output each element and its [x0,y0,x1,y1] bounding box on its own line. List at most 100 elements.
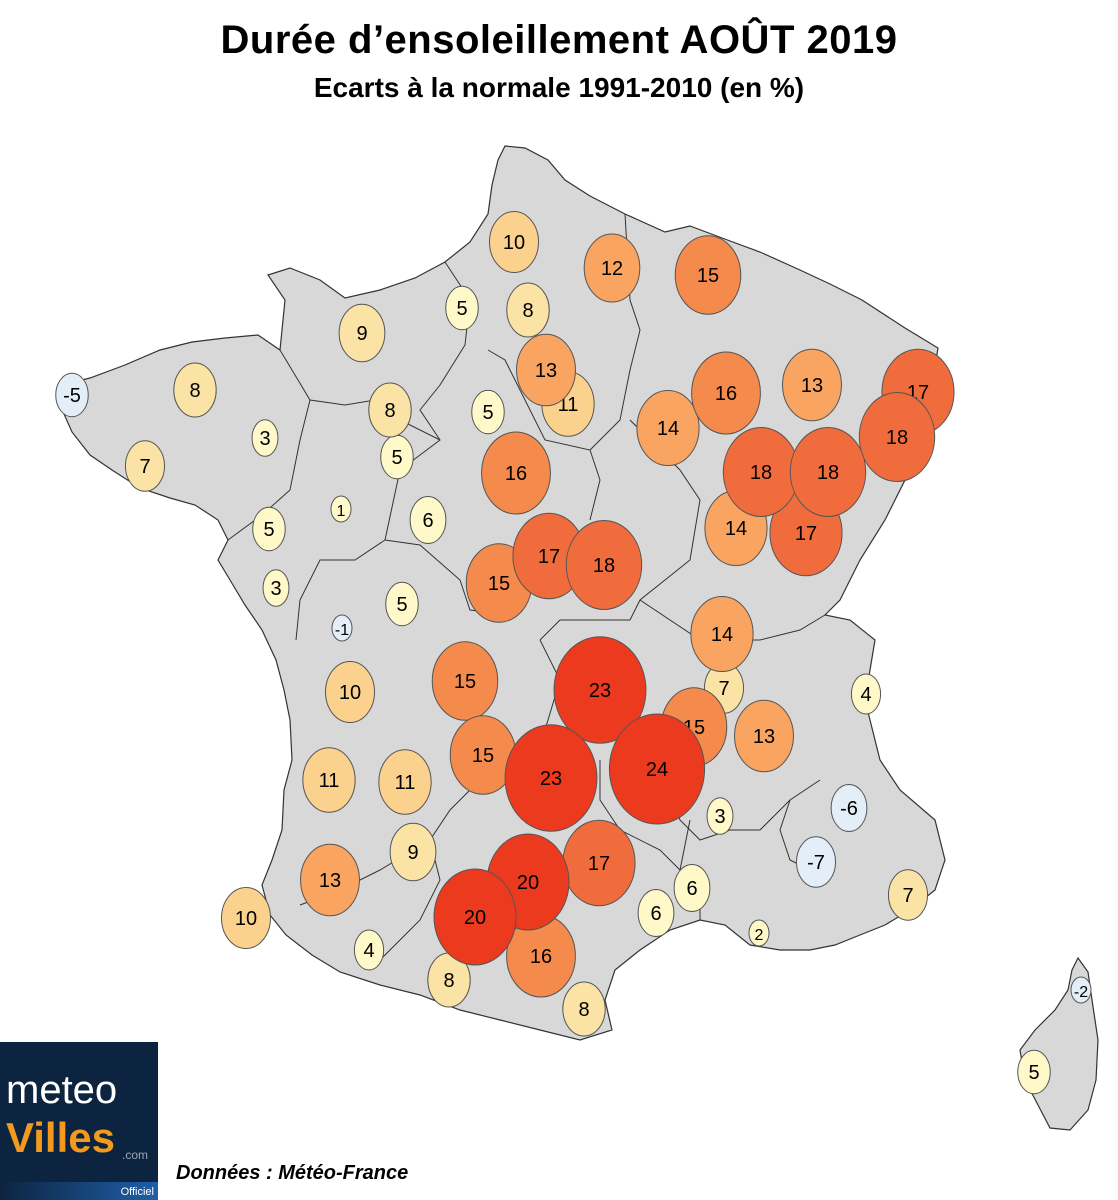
station-value: 17 [795,523,817,545]
stations-layer: 1 -1 2 -2 3 3 3 4 4 -5 5 5 5 5 5 5 6 -6 6 6 7 7 -7 7 8 8 8 8 8 9 9 10 10… [55,211,1092,1095]
station-marker: 6 [637,889,675,937]
station-marker: -2 [1070,976,1092,1004]
station-marker: 5 [445,285,479,331]
station-marker: 4 [353,929,385,971]
station-value: 14 [657,418,679,440]
station-value: 1 [337,503,346,520]
station-marker: 11 [302,747,356,813]
station-marker: 16 [506,914,576,998]
station-value: 6 [686,878,697,900]
station-value: -2 [1074,984,1088,1001]
station-bubble [583,233,641,303]
station-bubble [830,784,868,832]
station-value: 16 [715,383,737,405]
station-value: 5 [1028,1062,1039,1084]
station-bubble [636,390,700,466]
station-value: 3 [259,428,270,450]
station-value: 15 [454,671,476,693]
station-marker: 15 [449,715,517,795]
station-marker: 13 [782,348,842,422]
station-value: 8 [443,970,454,992]
station-marker: 15 [674,235,742,315]
station-bubble [1070,976,1092,1004]
station-bubble [690,596,754,672]
station-value: 9 [356,323,367,345]
logo-villes-text: Villes [6,1114,115,1161]
station-value: 6 [422,510,433,532]
station-bubble [409,496,447,544]
data-source: Données : Météo-France [176,1162,409,1184]
station-value: 13 [801,375,823,397]
station-marker: 20 [433,868,517,966]
station-marker: -6 [830,784,868,832]
station-bubble [748,919,770,947]
station-marker: 9 [338,303,386,363]
station-value: 3 [270,578,281,600]
station-marker: 13 [516,333,576,407]
station-value: 17 [588,853,610,875]
station-marker: 18 [789,427,867,517]
station-marker: 10 [489,211,539,273]
station-bubble [734,699,794,773]
station-marker: 14 [636,390,700,466]
station-marker: 18 [858,392,936,482]
station-value: 23 [540,768,562,790]
station-value: 18 [817,462,839,484]
station-marker: 8 [173,362,217,418]
station-bubble [433,868,517,966]
station-bubble [55,372,89,418]
station-bubble [706,797,734,835]
station-value: 4 [860,684,871,706]
station-marker: -5 [55,372,89,418]
station-bubble [1017,1049,1051,1095]
station-value: 2 [755,927,764,944]
station-bubble [795,836,837,888]
logo-meteo-text: meteo [6,1068,118,1112]
station-bubble [331,614,353,642]
station-bubble [330,495,352,523]
station-marker: 8 [562,981,606,1037]
station-marker: 24 [608,713,706,825]
station-bubble [516,333,576,407]
station-value: 16 [505,463,527,485]
station-value: 5 [456,298,467,320]
station-value: 23 [589,680,611,702]
station-marker: -7 [795,836,837,888]
station-value: 7 [139,456,150,478]
station-bubble [673,864,711,912]
meteovilles-logo: meteo Villes .com Officiel [0,1042,158,1200]
station-value: 5 [391,447,402,469]
station-value: 18 [750,462,772,484]
station-marker: 8 [506,282,550,338]
station-bubble [782,348,842,422]
station-value: -7 [807,852,825,874]
station-bubble [887,869,929,921]
logo-strip: Officiel [0,1182,158,1200]
station-marker: 13 [734,699,794,773]
station-marker: 2 [748,919,770,947]
station-bubble [300,843,360,917]
station-value: -5 [63,385,81,407]
station-value: 15 [488,573,510,595]
station-marker: 5 [1017,1049,1051,1095]
station-bubble [691,351,761,435]
station-marker: 10 [325,661,375,723]
logo-com-text: .com [122,1148,149,1162]
station-bubble [789,427,867,517]
station-marker: 5 [385,581,419,627]
station-value: -6 [840,798,858,820]
station-bubble [368,382,412,438]
station-value: 13 [319,870,341,892]
station-bubble [431,641,499,721]
station-value: 3 [714,806,725,828]
station-value: 14 [725,518,747,540]
station-bubble [173,362,217,418]
station-value: 7 [718,678,729,700]
station-value: 15 [472,745,494,767]
station-bubble [252,506,286,552]
station-value: 10 [339,682,361,704]
station-marker: 3 [262,569,290,607]
station-marker: 18 [722,427,800,517]
station-value: 18 [593,555,615,577]
station-marker: 6 [409,496,447,544]
